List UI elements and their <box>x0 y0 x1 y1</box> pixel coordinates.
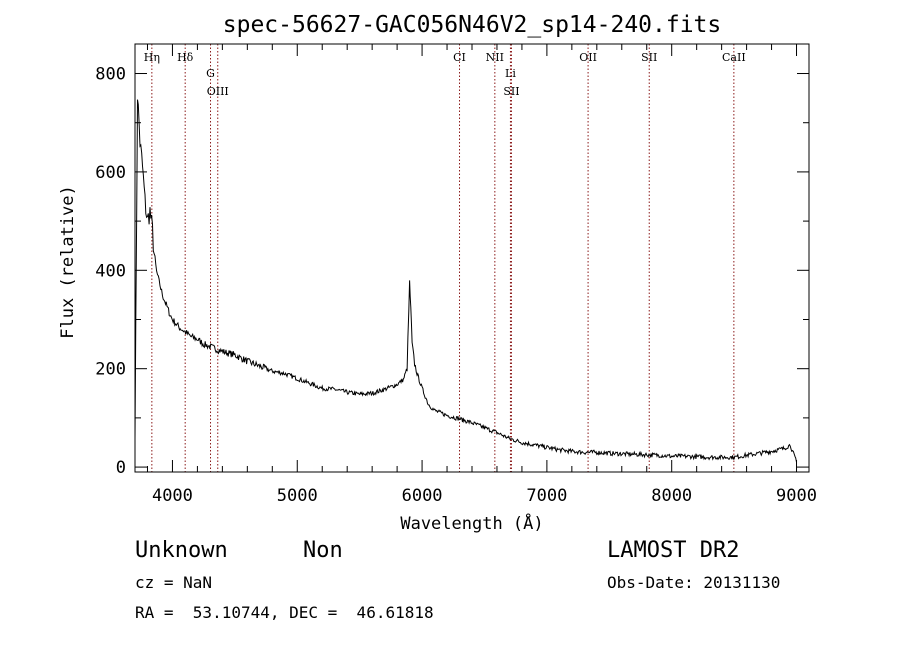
y-tick-label: 800 <box>95 65 126 85</box>
class-label: Unknown <box>135 538 228 563</box>
chart-title: spec-56627-GAC056N46V2_sp14-240.fits <box>223 12 722 38</box>
line-marker-label: G <box>206 67 215 80</box>
x-tick-label: 7000 <box>526 486 567 506</box>
line-marker-label: OIII <box>207 85 229 98</box>
spectrum-line <box>134 99 797 463</box>
y-axis-label: Flux (relative) <box>58 185 78 339</box>
spectrum-chart: spec-56627-GAC056N46V2_sp14-240.fits Flu… <box>58 12 817 534</box>
subclass-label: Non <box>303 538 343 563</box>
axis-ticks: 4000 5000 6000 7000 8000 9000 0 200 400 600 800 <box>95 44 817 506</box>
x-tick-label: 4000 <box>152 486 193 506</box>
x-tick-label: 6000 <box>402 486 443 506</box>
line-marker-label: CaII <box>722 51 746 64</box>
x-tick-label: 9000 <box>776 486 817 506</box>
line-marker-label: SII <box>503 85 519 98</box>
survey-label: LAMOST DR2 <box>607 538 740 563</box>
line-marker-label: SII <box>641 51 657 64</box>
redshift-label: cz = NaN <box>135 573 213 592</box>
y-tick-label: 600 <box>95 163 126 183</box>
line-marker-label: Li <box>505 67 516 80</box>
x-axis-label: Wavelength (Å) <box>400 512 543 534</box>
line-marker-label: NII <box>486 51 504 64</box>
plot-frame <box>134 43 810 473</box>
line-marker-label: Hη <box>144 51 160 64</box>
y-tick-label: 400 <box>95 261 126 281</box>
line-marker-label: CI <box>453 51 466 64</box>
coordinates-label: RA = 53.10744, DEC = 46.61818 <box>135 603 434 622</box>
obs-date-label: Obs-Date: 20131130 <box>607 573 781 592</box>
spectrum-series <box>134 99 797 463</box>
line-marker-label: OII <box>579 51 597 64</box>
x-tick-label: 5000 <box>277 486 318 506</box>
x-tick-label: 8000 <box>651 486 692 506</box>
y-tick-label: 0 <box>116 458 126 478</box>
line-marker-label: Hδ <box>177 51 194 64</box>
y-tick-label: 200 <box>95 360 126 380</box>
